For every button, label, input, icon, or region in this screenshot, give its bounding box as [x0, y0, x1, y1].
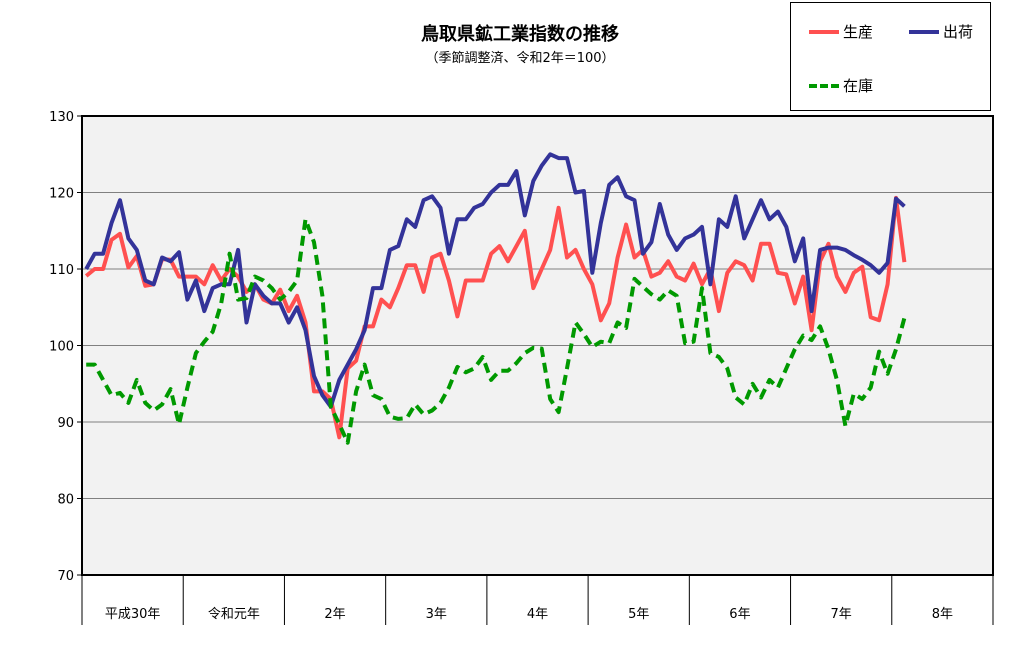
y-tick-label: 110: [49, 263, 74, 278]
y-tick-label: 130: [49, 110, 74, 125]
legend-swatch: [809, 83, 839, 88]
legend-label: 生産: [843, 23, 874, 41]
y-tick-label: 80: [57, 493, 74, 508]
x-tick-label: 3年: [426, 607, 447, 622]
y-tick-label: 70: [57, 569, 74, 584]
legend-item-production: 生産: [809, 21, 873, 42]
legend-item-inventory: 在庫: [809, 75, 873, 96]
legend: 生産 出荷 在庫: [790, 2, 991, 111]
x-tick-label: 8年: [932, 607, 953, 622]
legend-swatch: [809, 29, 839, 34]
chart-subtitle: （季節調整済、令和2年＝100）: [425, 51, 615, 66]
legend-label: 出荷: [943, 23, 974, 41]
legend-item-shipment: 出荷: [909, 21, 973, 42]
x-tick-label: 5年: [628, 607, 649, 622]
x-tick-label: 2年: [324, 607, 345, 622]
chart-title: 鳥取県鉱工業指数の推移: [421, 24, 619, 45]
legend-label: 在庫: [843, 77, 874, 95]
x-tick-label: 7年: [831, 607, 852, 622]
legend-swatch: [909, 29, 939, 34]
y-tick-label: 90: [57, 416, 74, 431]
y-tick-label: 120: [49, 187, 74, 202]
plot-border: [81, 115, 994, 576]
x-tick-label: 令和元年: [208, 607, 260, 622]
series-line-inventory: [86, 217, 907, 445]
x-tick-label: 6年: [729, 607, 750, 622]
series-line-production: [84, 195, 907, 440]
y-tick-label: 100: [49, 340, 74, 355]
x-tick-label: 4年: [527, 607, 548, 622]
x-tick-label: 平成30年: [105, 607, 161, 622]
